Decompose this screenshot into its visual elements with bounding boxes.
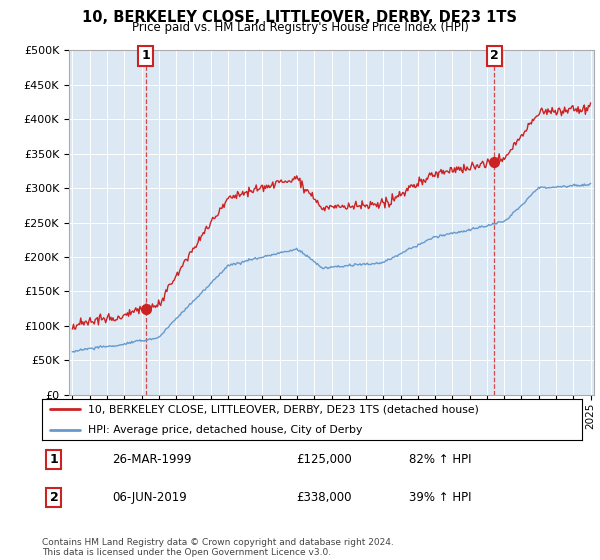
Text: 10, BERKELEY CLOSE, LITTLEOVER, DERBY, DE23 1TS (detached house): 10, BERKELEY CLOSE, LITTLEOVER, DERBY, D… <box>88 404 479 414</box>
Text: 2: 2 <box>490 49 499 62</box>
Text: 06-JUN-2019: 06-JUN-2019 <box>112 491 187 504</box>
Text: 2: 2 <box>50 491 58 504</box>
Text: 1: 1 <box>141 49 150 62</box>
Text: 10, BERKELEY CLOSE, LITTLEOVER, DERBY, DE23 1TS: 10, BERKELEY CLOSE, LITTLEOVER, DERBY, D… <box>83 10 517 25</box>
Text: 1: 1 <box>50 453 58 466</box>
Text: HPI: Average price, detached house, City of Derby: HPI: Average price, detached house, City… <box>88 424 362 435</box>
Text: 39% ↑ HPI: 39% ↑ HPI <box>409 491 472 504</box>
Text: Price paid vs. HM Land Registry's House Price Index (HPI): Price paid vs. HM Land Registry's House … <box>131 21 469 34</box>
Text: 26-MAR-1999: 26-MAR-1999 <box>112 453 192 466</box>
Text: Contains HM Land Registry data © Crown copyright and database right 2024.
This d: Contains HM Land Registry data © Crown c… <box>42 538 394 557</box>
Text: 82% ↑ HPI: 82% ↑ HPI <box>409 453 472 466</box>
Text: £125,000: £125,000 <box>296 453 352 466</box>
Text: £338,000: £338,000 <box>296 491 352 504</box>
